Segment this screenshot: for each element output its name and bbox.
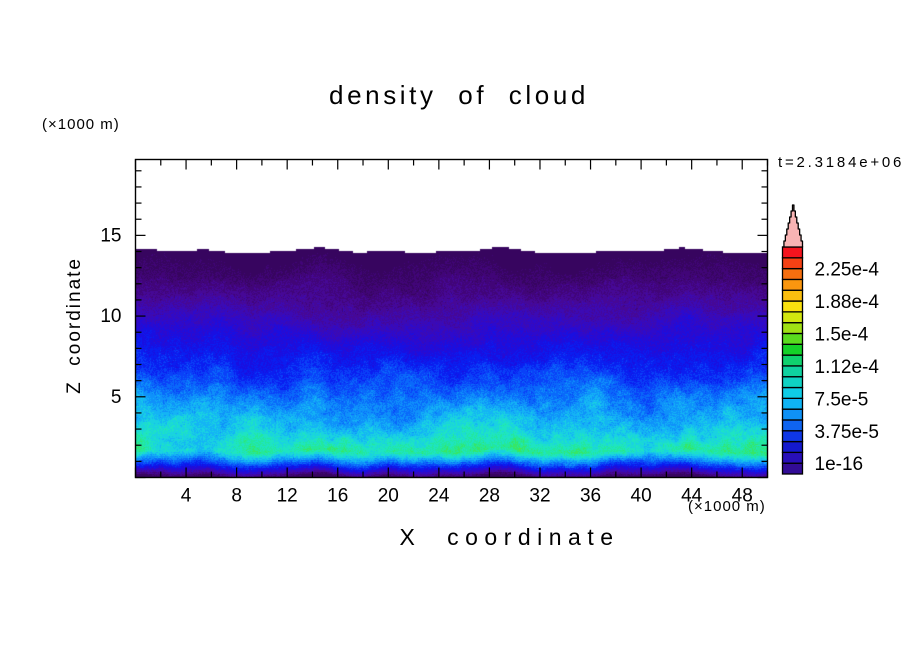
- svg-text:2.25e-4: 2.25e-4: [815, 260, 880, 281]
- svg-text:12: 12: [277, 486, 298, 507]
- svg-text:32: 32: [529, 486, 550, 507]
- svg-text:7.5e-5: 7.5e-5: [815, 389, 869, 410]
- svg-text:8: 8: [231, 486, 242, 507]
- svg-text:28: 28: [479, 486, 500, 507]
- svg-text:10: 10: [100, 306, 121, 327]
- svg-text:5: 5: [111, 387, 122, 408]
- svg-text:20: 20: [378, 486, 399, 507]
- svg-text:16: 16: [327, 486, 348, 507]
- svg-text:4: 4: [181, 486, 192, 507]
- svg-text:40: 40: [631, 486, 652, 507]
- svg-text:1e-16: 1e-16: [815, 454, 864, 475]
- svg-text:1.12e-4: 1.12e-4: [815, 357, 880, 378]
- svg-text:36: 36: [580, 486, 601, 507]
- svg-text:1.5e-4: 1.5e-4: [815, 324, 869, 345]
- svg-text:1.88e-4: 1.88e-4: [815, 292, 880, 313]
- svg-text:15: 15: [100, 225, 121, 246]
- svg-text:3.75e-5: 3.75e-5: [815, 422, 879, 443]
- svg-text:24: 24: [428, 486, 450, 507]
